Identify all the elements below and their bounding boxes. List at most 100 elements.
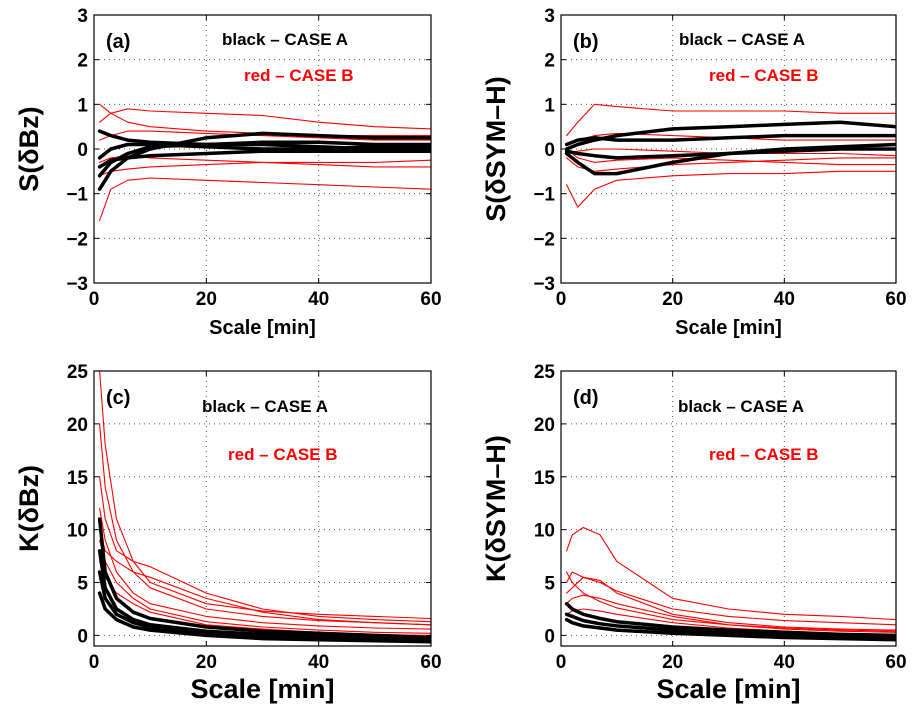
y-tick-label: 1 [544,95,555,116]
series-line-case-b [566,571,896,632]
series-line-case-b [99,108,431,130]
annotation-case-b: red – CASE B [709,445,819,464]
y-tick-label: 0 [544,626,555,647]
series-line-case-b [99,529,431,626]
series-line-case-b [566,148,896,166]
y-tick-label: −2 [533,229,555,250]
x-tick-label: 40 [774,289,795,310]
series-line-case-b [566,170,896,208]
series-line-case-b [566,148,896,157]
y-tick-label: 3 [77,6,88,27]
y-tick-label: 25 [534,362,556,383]
x-tick-label: 60 [885,289,906,310]
x-tick-label: 40 [308,289,329,310]
x-tick-label: 20 [196,289,217,310]
annotation-case-b: red – CASE B [244,66,354,85]
y-axis-label: K(δBz) [14,465,44,552]
series-group [97,371,431,644]
series-line-case-a [564,142,896,176]
annotation-case-a: black – CASE A [678,397,804,416]
series-line-case-b [99,159,431,177]
series-group [564,526,896,642]
y-tick-label: 1 [77,95,88,116]
y-axis-label: K(δSYM–H) [481,435,511,582]
panel-label: (b) [573,31,599,53]
y-tick-label: 0 [544,140,555,161]
annotation-case-b: red – CASE B [228,445,338,464]
x-tick-label: 20 [196,652,217,673]
series-line-case-b [566,576,896,631]
series-line-case-b [566,103,896,137]
y-tick-label: 3 [544,6,555,27]
y-tick-label: 0 [77,140,88,161]
annotation-case-a: black – CASE A [202,397,328,416]
x-tick-label: 0 [89,652,100,673]
y-tick-label: −1 [66,185,88,206]
x-tick-label: 0 [556,652,567,673]
y-tick-label: −3 [66,274,88,295]
y-tick-label: 2 [544,51,555,72]
x-tick-label: 40 [308,652,329,673]
series-line-case-b [99,476,431,623]
series-line-case-a [97,131,431,191]
series-line-case-a [564,120,896,151]
series-line-case-b [566,571,896,626]
series-line-case-b [566,594,896,633]
series-line-case-a [97,591,431,644]
x-tick-label: 60 [420,289,441,310]
panel-label: (d) [573,387,599,409]
x-axis-label: Scale [min] [675,317,782,339]
y-tick-label: 10 [67,521,88,542]
axes-frame [93,370,432,647]
y-tick-label: 20 [67,415,88,436]
y-tick-label: 10 [534,521,555,542]
series-line-case-a [97,129,431,151]
y-tick-label: 20 [534,415,555,436]
panel-a: 0 20 40 60 −3 −2 −1 0 1 2 3 Scale [min] S(δBz) (a) bla… [14,6,442,339]
panel-label: (c) [106,387,130,409]
annotation-case-a: black – CASE A [679,30,805,49]
series-line-case-b [566,157,896,172]
x-axis-label: Scale [min] [209,317,316,339]
series-line-case-a [564,133,896,147]
x-tick-label: 60 [420,652,441,673]
y-tick-label: 15 [67,468,89,489]
y-axis-label: S(δSYM–H) [481,76,511,221]
y-tick-label: 15 [534,468,556,489]
series-line-case-a [97,149,431,169]
series-group [97,103,431,222]
x-axis-label: Scale [min] [656,674,800,704]
annotation-case-b: red – CASE B [709,66,819,85]
series-line-case-b [99,177,431,222]
panel-d: 0 20 40 60 0 5 10 15 20 25 Scale [min] K(δSYM–H) (d)… [481,362,907,704]
x-tick-label: 60 [885,652,906,673]
x-tick-label: 20 [662,652,683,673]
series-line-case-b [99,155,431,168]
series-line-case-a [97,517,431,640]
y-tick-label: 0 [77,626,88,647]
series-line-case-b [99,130,431,141]
series-line-case-b [566,526,896,621]
series-line-case-b [99,371,431,620]
y-tick-label: −3 [533,274,555,295]
annotation-case-a: black – CASE A [222,30,348,49]
series-line-case-a [564,601,896,638]
x-tick-label: 40 [774,652,795,673]
series-group [564,103,896,208]
x-tick-label: 20 [662,289,683,310]
y-tick-label: 2 [77,51,88,72]
panel-c: 0 20 40 60 0 5 10 15 20 25 Scale [min] K(δBz) (c) bla… [14,362,442,704]
series-line-case-a [564,147,896,160]
panel-b: 0 20 40 60 −3 −2 −1 0 1 2 3 Scale [min] S(δSYM–H) (b)… [481,6,907,339]
y-tick-label: −1 [533,185,555,206]
panel-label: (a) [106,31,130,53]
x-axis-label: Scale [min] [190,674,334,704]
y-tick-label: 25 [67,362,89,383]
y-axis-label: S(δBz) [14,106,44,191]
y-tick-label: 5 [77,574,88,595]
x-tick-label: 0 [556,289,567,310]
axes-frame [560,370,897,647]
series-line-case-b [99,539,431,634]
y-tick-label: 5 [544,574,555,595]
